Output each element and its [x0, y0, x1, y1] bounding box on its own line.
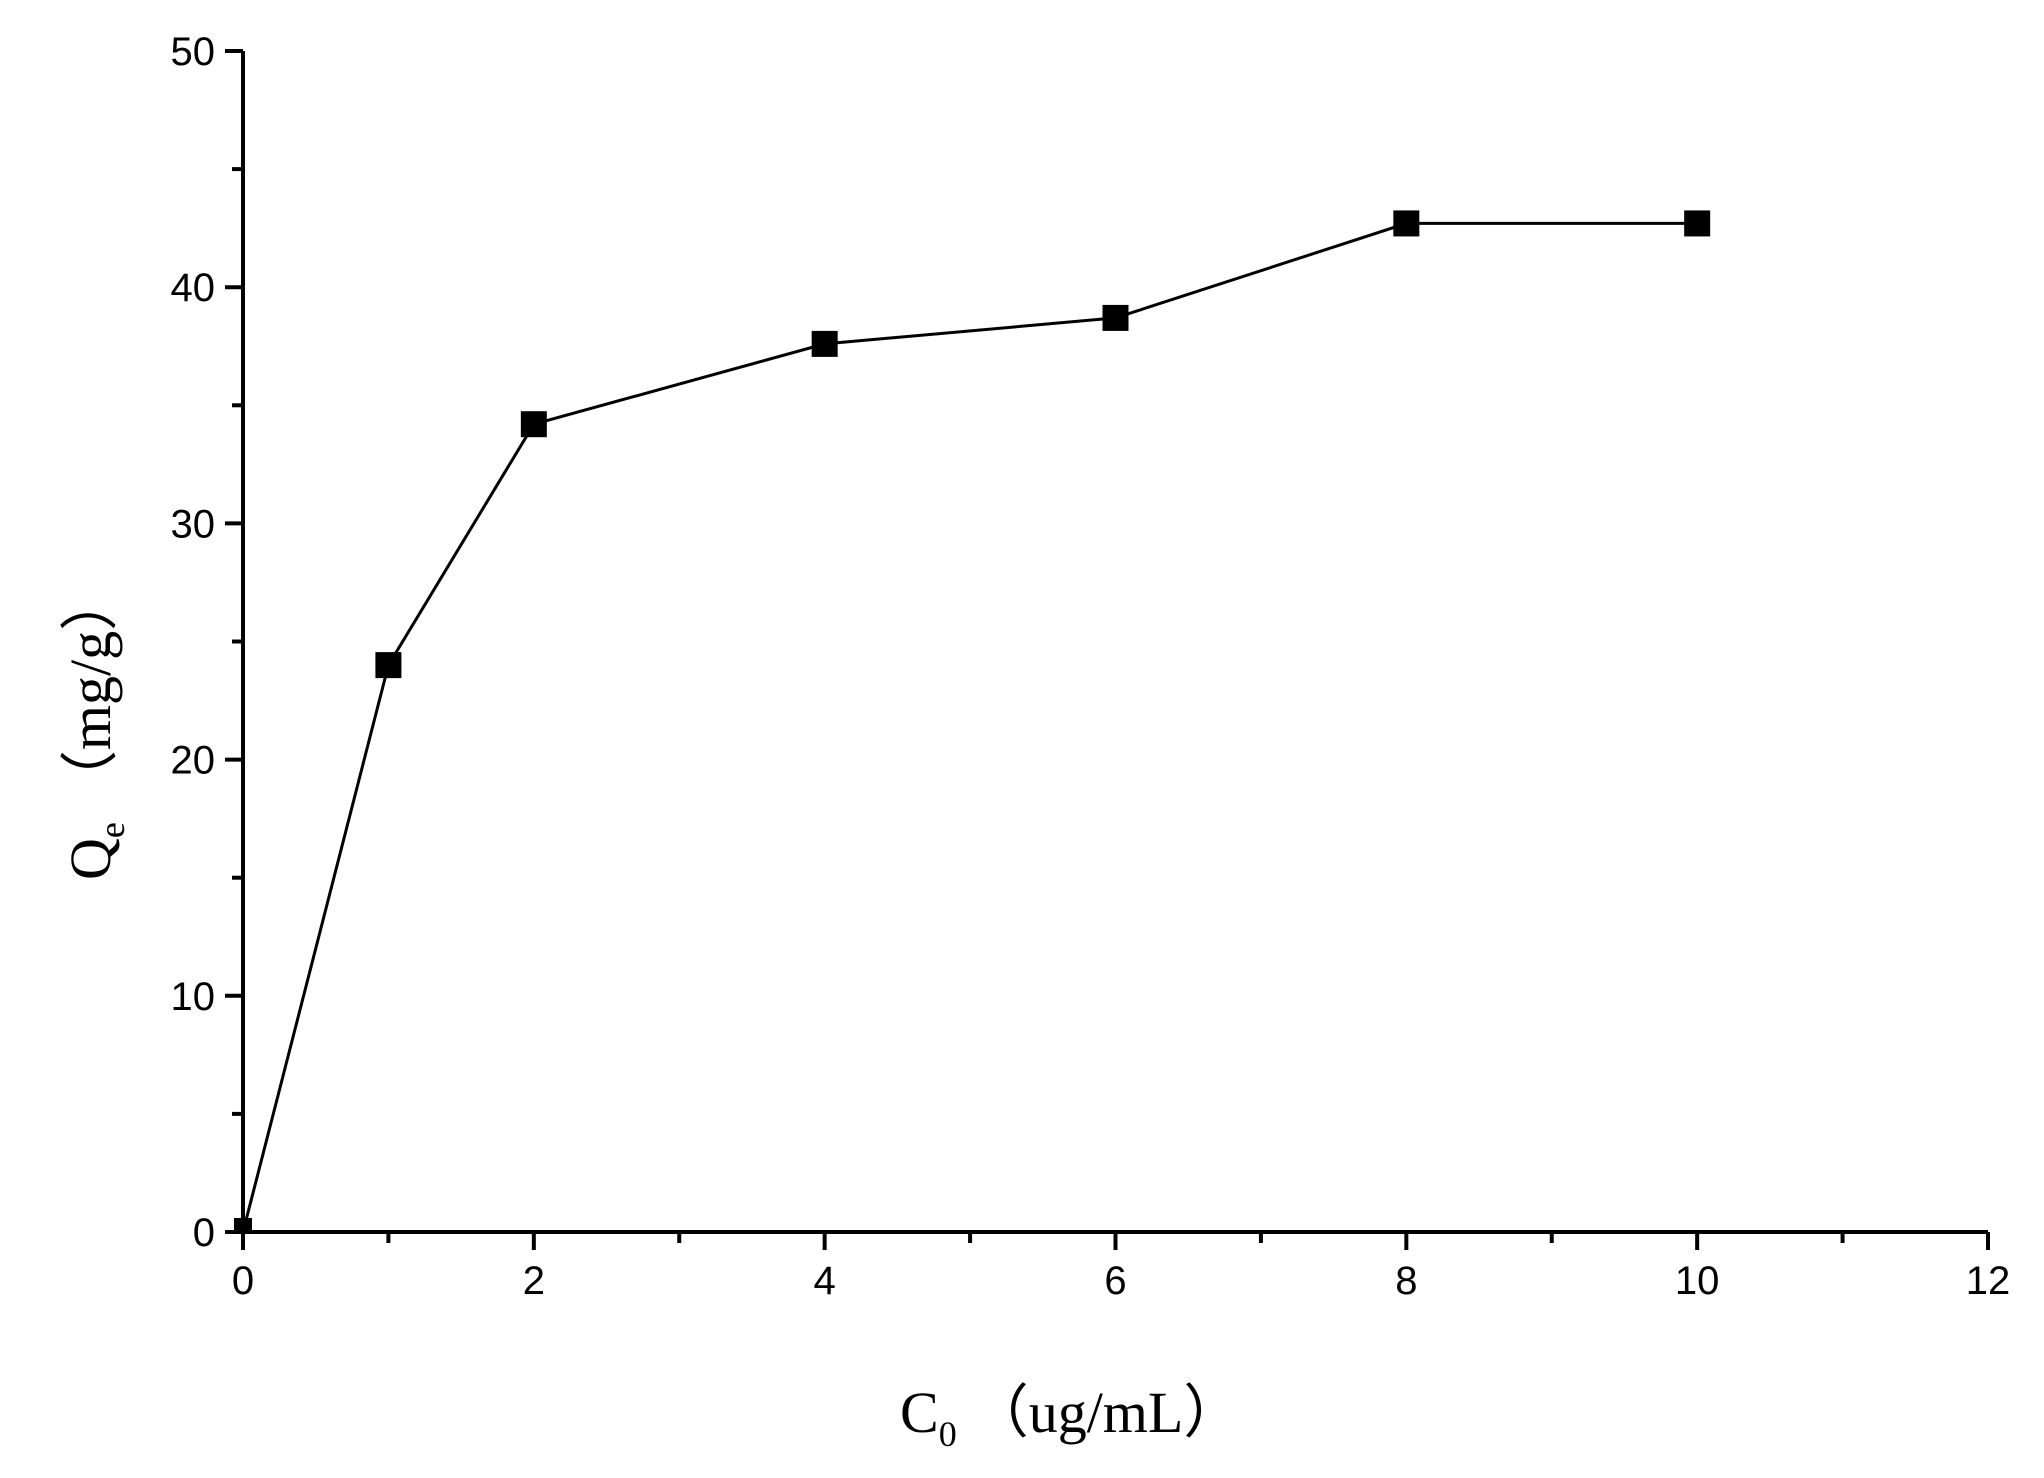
y-axis-title-unit: （mg/g） — [58, 573, 123, 808]
series-layer — [234, 210, 1711, 1233]
data-point — [1684, 210, 1711, 237]
x-tick-label: 4 — [814, 1259, 836, 1303]
y-tick-label: 20 — [171, 739, 216, 783]
x-axis-title-sub: 0 — [939, 1414, 957, 1454]
series-line — [241, 221, 1698, 1233]
x-ticks: 0 2 4 6 8 10 12 — [232, 1232, 2010, 1303]
data-point — [1393, 210, 1420, 237]
y-tick-label: 50 — [171, 30, 216, 74]
x-tick-label: 2 — [523, 1259, 545, 1303]
x-axis-title-unit: （ug/mL） — [971, 1380, 1242, 1445]
data-point — [811, 330, 838, 357]
y-axis-title-sub: e — [92, 822, 132, 838]
data-point — [1102, 304, 1129, 331]
x-axis-title-main: C — [900, 1380, 939, 1445]
y-tick-label: 40 — [171, 266, 216, 310]
x-axis-title: C0 （ug/mL） — [900, 1380, 1241, 1454]
x-tick-label: 6 — [1104, 1259, 1126, 1303]
x-tick-label: 0 — [232, 1259, 254, 1303]
x-tick-label: 10 — [1675, 1259, 1720, 1303]
x-tick-label: 12 — [1966, 1259, 2011, 1303]
y-tick-label: 10 — [171, 975, 216, 1019]
data-point — [520, 411, 547, 438]
y-ticks: 0 10 20 30 40 50 — [171, 30, 243, 1255]
axes — [241, 51, 1988, 1234]
data-point — [234, 1218, 252, 1232]
x-tick-label: 8 — [1395, 1259, 1417, 1303]
data-point — [375, 652, 402, 679]
y-axis-title: Qe （mg/g） — [58, 573, 132, 880]
y-tick-label: 30 — [171, 502, 216, 546]
y-axis-title-main: Q — [58, 838, 123, 880]
y-tick-label: 0 — [193, 1211, 215, 1255]
